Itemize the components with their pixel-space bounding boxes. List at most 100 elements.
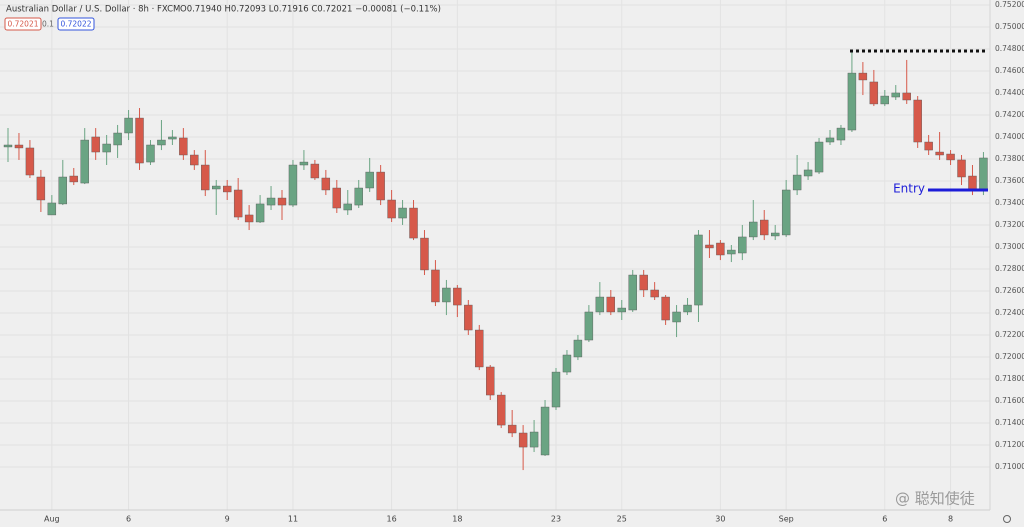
candle-body xyxy=(398,207,407,219)
x-tick-label: Aug xyxy=(44,515,60,524)
y-tick-label: 0.74000 xyxy=(995,132,1024,141)
candle-body xyxy=(529,431,539,448)
y-tick-label: 0.71000 xyxy=(995,462,1024,471)
candle-body xyxy=(157,139,166,146)
candle-body xyxy=(486,366,495,396)
candle-body xyxy=(255,203,265,223)
candle-body xyxy=(771,232,780,237)
candle-body xyxy=(69,175,78,183)
candle-body xyxy=(233,189,243,218)
candle-body xyxy=(497,394,506,426)
y-tick-label: 0.72200 xyxy=(995,330,1024,339)
candle-body xyxy=(694,234,703,306)
candle-body xyxy=(3,144,13,148)
x-tick-label: 6 xyxy=(882,515,887,524)
candle-body xyxy=(705,244,714,249)
candle-body xyxy=(814,141,824,173)
candle-body xyxy=(869,81,879,105)
candle-body xyxy=(760,219,769,236)
x-tick-label: 6 xyxy=(126,515,131,524)
candle-body xyxy=(365,171,374,189)
ohlc-readout: O0.71940 H0.72093 L0.71916 C0.72021 −0.0… xyxy=(180,5,441,15)
badge: 0.1 xyxy=(42,20,54,29)
candle-body xyxy=(376,171,385,201)
candle-body xyxy=(464,304,473,331)
candle-body xyxy=(431,269,440,303)
badge-box xyxy=(57,17,95,31)
x-tick-label: 23 xyxy=(551,515,561,524)
candle-body xyxy=(781,189,791,236)
candle-body xyxy=(442,287,451,303)
chart-title: Australian Dollar / U.S. Dollar · 8h · F… xyxy=(6,5,180,15)
y-tick-label: 0.74400 xyxy=(995,88,1024,97)
candle-body xyxy=(332,187,341,209)
candle-body xyxy=(836,127,846,141)
y-tick-label: 0.73000 xyxy=(995,242,1024,251)
candle-body xyxy=(266,197,276,206)
candle-body xyxy=(343,203,352,211)
y-tick-label: 0.74200 xyxy=(995,110,1024,119)
candle-body xyxy=(968,175,977,191)
candle-body xyxy=(825,137,835,143)
x-tick-label: 8 xyxy=(948,515,953,524)
x-tick-label: 25 xyxy=(617,515,627,524)
y-tick-label: 0.72800 xyxy=(995,264,1024,273)
entry-label: Entry xyxy=(893,181,925,195)
y-tick-label: 0.74800 xyxy=(995,44,1024,53)
candle-body xyxy=(387,199,396,219)
candle-body xyxy=(91,136,100,153)
candle-body xyxy=(639,274,648,291)
settings-icon[interactable] xyxy=(1003,515,1011,523)
candle-body xyxy=(222,185,232,193)
candle-body xyxy=(25,147,35,176)
candle-body xyxy=(628,274,637,311)
candle-body xyxy=(749,221,758,238)
candle-body xyxy=(321,177,331,191)
candle-body xyxy=(102,143,111,153)
candle-body xyxy=(803,169,813,177)
x-tick-label: 9 xyxy=(225,515,230,524)
candle-body xyxy=(913,99,922,143)
candle-body xyxy=(891,92,900,98)
candle-body xyxy=(409,207,418,239)
candle-body xyxy=(310,163,320,179)
y-tick-label: 0.71400 xyxy=(995,418,1024,427)
candle-body xyxy=(201,164,210,191)
grid xyxy=(0,0,990,510)
candle-body xyxy=(299,161,309,166)
candle-body xyxy=(420,237,429,271)
x-tick-label: Sep xyxy=(779,515,794,524)
y-tick-label: 0.71800 xyxy=(995,374,1024,383)
candle-body xyxy=(190,154,199,166)
y-tick-label: 0.74600 xyxy=(995,66,1024,75)
badge-box xyxy=(4,17,42,31)
candle-body xyxy=(507,424,517,434)
candle-body xyxy=(847,72,857,131)
candle-body xyxy=(661,296,670,321)
y-tick-label: 0.73600 xyxy=(995,176,1024,185)
candle-body xyxy=(683,304,692,313)
candle-body xyxy=(146,144,155,163)
candle-body xyxy=(672,311,681,323)
candle-body xyxy=(540,406,550,456)
candle-body xyxy=(244,214,254,223)
candle-body xyxy=(551,371,561,408)
candle-body xyxy=(179,137,188,156)
candle-body xyxy=(935,151,944,156)
y-tick-label: 0.73800 xyxy=(995,154,1024,163)
candle-body xyxy=(924,141,933,151)
x-tick-label: 11 xyxy=(288,515,298,524)
candle-body xyxy=(453,287,462,306)
candle-body xyxy=(606,296,615,313)
x-tick-label: 16 xyxy=(387,515,397,524)
watermark: @ 聪知使徒 xyxy=(895,490,975,508)
candle-body xyxy=(518,432,528,448)
candle-body xyxy=(14,144,24,149)
y-tick-label: 0.75200 xyxy=(995,0,1024,9)
candle-body xyxy=(595,296,605,313)
candle-body xyxy=(738,236,747,254)
candle-body xyxy=(902,92,911,101)
y-tick-label: 0.75000 xyxy=(995,22,1024,31)
candle-body xyxy=(617,307,626,313)
